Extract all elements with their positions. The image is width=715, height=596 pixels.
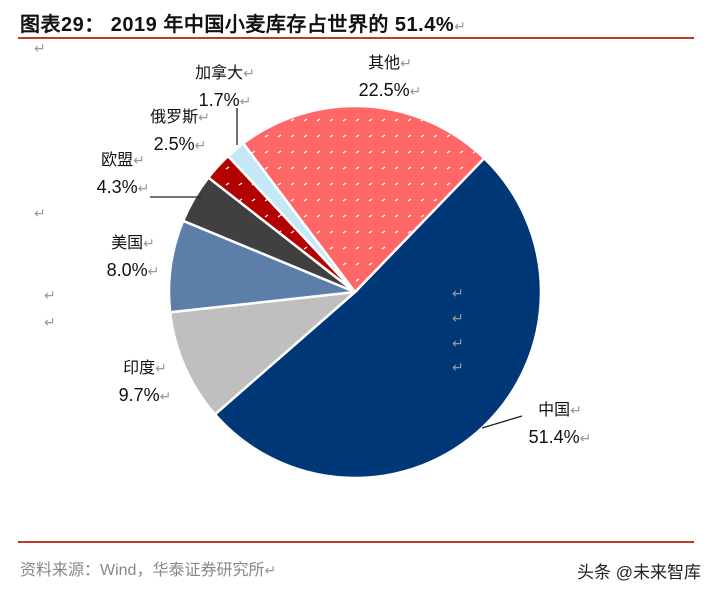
top-divider	[18, 37, 694, 39]
slice-value: 8.0%	[107, 260, 160, 280]
watermark: 头条 @未来智库	[577, 563, 701, 582]
slice-pattern-4	[208, 156, 355, 292]
pie-slice-0	[213, 156, 543, 480]
return-mark: ↵	[44, 314, 56, 330]
slice-value: 4.3%	[97, 177, 150, 197]
leader-line-china	[481, 415, 523, 429]
label-eu: 欧盟 4.3%	[78, 147, 168, 202]
return-mark: ↵	[34, 205, 46, 221]
slice-name: 俄罗斯	[150, 109, 210, 126]
slice-name: 美国	[111, 235, 155, 252]
return-mark: ↵	[452, 310, 464, 326]
return-mark: ↵	[452, 285, 464, 301]
return-mark: ↵	[452, 335, 464, 351]
source-text: 资料来源：Wind，华泰证券研究所	[20, 562, 265, 579]
slice-value: 22.5%	[359, 80, 422, 100]
slice-name: 欧盟	[101, 152, 145, 169]
pie-slice-2	[167, 219, 356, 314]
source-note: 资料来源：Wind，华泰证券研究所	[20, 556, 276, 580]
slice-name: 其他	[368, 55, 412, 72]
label-russia: 俄罗斯 2.5%	[135, 104, 225, 159]
return-mark: ↵	[34, 40, 46, 56]
slice-name: 加拿大	[195, 65, 255, 82]
label-canada: 加拿大 1.7%	[180, 60, 270, 115]
label-china: 中国 51.4%	[515, 397, 605, 452]
slice-value: 1.7%	[199, 90, 252, 110]
pie-slice-1	[168, 290, 359, 417]
label-usa: 美国 8.0%	[88, 230, 178, 285]
slice-name: 印度	[123, 360, 167, 377]
return-mark: ↵	[452, 359, 464, 375]
title-text: 图表29： 2019 年中国小麦库存占世界的 51.4%	[20, 14, 455, 36]
slice-value: 9.7%	[119, 385, 172, 405]
label-india: 印度 9.7%	[100, 355, 190, 410]
slice-value: 2.5%	[154, 134, 207, 154]
slice-pattern-6	[243, 106, 485, 292]
slice-value: 51.4%	[529, 427, 592, 447]
return-mark: ↵	[44, 287, 56, 303]
chart-title: 图表29： 2019 年中国小麦库存占世界的 51.4%	[20, 8, 466, 37]
slice-name: 中国	[538, 402, 582, 419]
label-others: 其他 22.5%	[345, 50, 435, 105]
bottom-divider	[18, 541, 694, 543]
